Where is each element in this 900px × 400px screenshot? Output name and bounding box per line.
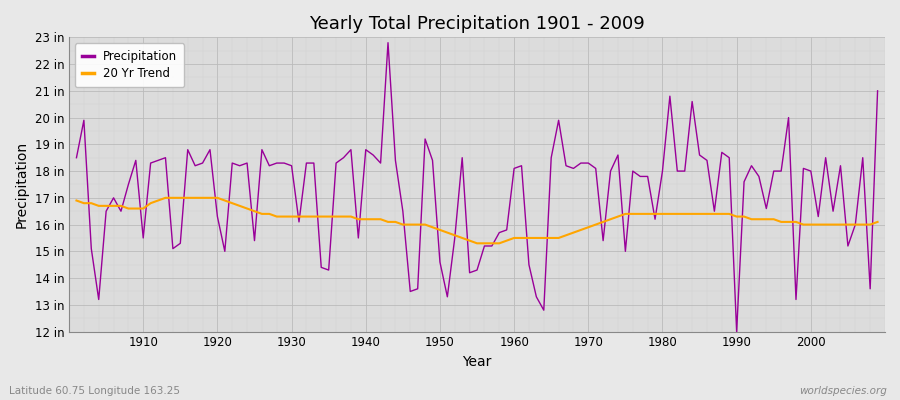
Title: Yearly Total Precipitation 1901 - 2009: Yearly Total Precipitation 1901 - 2009 [309, 15, 645, 33]
Precipitation [293, 220, 304, 224]
20 Yr Trend [130, 206, 141, 211]
Precipitation [130, 158, 141, 163]
Text: Latitude 60.75 Longitude 163.25: Latitude 60.75 Longitude 163.25 [9, 386, 180, 396]
Precipitation [71, 155, 82, 160]
20 Yr Trend [346, 214, 356, 219]
Line: Precipitation: Precipitation [76, 43, 878, 332]
20 Yr Trend [524, 236, 535, 240]
20 Yr Trend [472, 241, 482, 246]
X-axis label: Year: Year [463, 355, 491, 369]
Legend: Precipitation, 20 Yr Trend: Precipitation, 20 Yr Trend [75, 43, 184, 87]
20 Yr Trend [872, 220, 883, 224]
20 Yr Trend [516, 236, 526, 240]
Precipitation [382, 40, 393, 45]
20 Yr Trend [301, 214, 311, 219]
20 Yr Trend [613, 214, 624, 219]
Precipitation [731, 329, 742, 334]
Text: worldspecies.org: worldspecies.org [798, 386, 886, 396]
Precipitation [508, 166, 519, 171]
Y-axis label: Precipitation: Precipitation [15, 141, 29, 228]
Precipitation [605, 169, 616, 174]
Precipitation [872, 88, 883, 93]
20 Yr Trend [71, 198, 82, 203]
20 Yr Trend [160, 196, 171, 200]
Precipitation [338, 155, 349, 160]
Line: 20 Yr Trend: 20 Yr Trend [76, 198, 878, 243]
Precipitation [516, 163, 526, 168]
